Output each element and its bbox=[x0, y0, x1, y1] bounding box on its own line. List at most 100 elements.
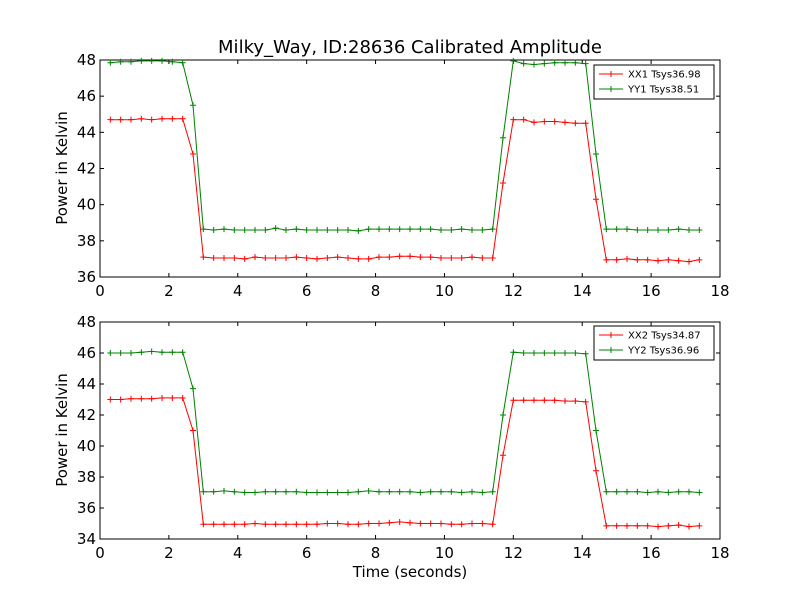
data-point bbox=[644, 522, 651, 529]
data-point bbox=[675, 522, 682, 529]
data-point bbox=[334, 489, 341, 496]
data-point bbox=[179, 115, 186, 122]
data-point bbox=[686, 523, 692, 530]
x-tick-label: 12 bbox=[504, 544, 523, 562]
data-point bbox=[675, 226, 682, 233]
data-point bbox=[179, 394, 186, 401]
data-point bbox=[675, 488, 682, 495]
series-line-xx bbox=[110, 118, 700, 263]
legend-marker bbox=[608, 347, 614, 353]
legend-frame bbox=[593, 64, 715, 100]
data-point bbox=[531, 397, 537, 404]
data-point bbox=[138, 57, 145, 64]
data-point bbox=[489, 255, 496, 262]
data-point bbox=[262, 521, 269, 528]
data-point bbox=[283, 488, 289, 495]
data-point bbox=[303, 255, 310, 262]
data-point bbox=[634, 256, 641, 263]
data-point bbox=[572, 120, 579, 127]
data-point bbox=[469, 520, 475, 527]
data-point bbox=[272, 255, 279, 262]
data-point bbox=[541, 60, 548, 67]
data-point bbox=[696, 256, 703, 263]
series-line-yy bbox=[110, 350, 700, 494]
data-point bbox=[200, 488, 207, 495]
data-point bbox=[200, 521, 207, 528]
data-point bbox=[438, 255, 444, 262]
data-point bbox=[500, 452, 506, 459]
data-point bbox=[262, 255, 269, 262]
data-point bbox=[241, 521, 248, 528]
data-point bbox=[231, 255, 238, 262]
data-point bbox=[159, 115, 165, 122]
data-point bbox=[190, 102, 196, 109]
data-point bbox=[376, 488, 382, 495]
y-tick-label: 48 bbox=[77, 313, 96, 331]
data-point bbox=[665, 522, 672, 529]
y-axis-ticks: 36 38 40 42 44 46 48 bbox=[77, 51, 720, 286]
series-markers bbox=[107, 115, 703, 265]
data-point bbox=[303, 521, 310, 528]
data-point bbox=[479, 226, 486, 233]
data-point bbox=[262, 226, 269, 233]
data-point bbox=[469, 254, 475, 261]
data-point bbox=[355, 255, 362, 262]
data-point bbox=[252, 489, 258, 496]
data-point bbox=[593, 151, 599, 158]
data-point bbox=[283, 521, 289, 528]
x-tick-label: 2 bbox=[164, 544, 174, 562]
data-point bbox=[448, 488, 455, 495]
data-point bbox=[469, 488, 475, 495]
y-tick-label: 38 bbox=[77, 468, 96, 486]
legend-label: XX2 Tsys34.87 bbox=[628, 331, 701, 342]
data-point bbox=[655, 257, 661, 264]
data-point bbox=[221, 226, 227, 233]
data-point bbox=[582, 120, 589, 127]
data-point bbox=[252, 254, 258, 261]
data-point bbox=[427, 488, 434, 495]
data-point bbox=[262, 488, 269, 495]
y-tick-label: 38 bbox=[77, 232, 96, 250]
y-tick-label: 36 bbox=[77, 268, 96, 286]
x-tick-label: 8 bbox=[371, 544, 381, 562]
data-point bbox=[283, 255, 289, 262]
data-point bbox=[655, 226, 661, 233]
data-point bbox=[417, 489, 424, 496]
y-tick-label: 44 bbox=[77, 375, 96, 393]
data-point bbox=[210, 226, 217, 233]
data-point bbox=[303, 489, 310, 496]
legend-marker bbox=[608, 86, 614, 92]
data-point bbox=[148, 348, 155, 355]
data-point bbox=[510, 57, 517, 64]
data-point bbox=[448, 521, 455, 528]
data-point bbox=[376, 254, 382, 261]
data-point bbox=[210, 255, 217, 262]
data-point bbox=[396, 253, 403, 260]
data-point bbox=[159, 394, 165, 401]
chart-title: Milky_Way, ID:28636 Calibrated Amplitude bbox=[218, 37, 602, 58]
data-point bbox=[107, 396, 114, 403]
series-markers bbox=[107, 394, 703, 530]
data-point bbox=[324, 255, 331, 262]
data-point bbox=[634, 226, 641, 233]
data-point bbox=[190, 385, 196, 392]
data-point bbox=[396, 518, 403, 525]
data-point bbox=[241, 255, 248, 262]
data-point bbox=[293, 226, 300, 233]
data-point bbox=[448, 255, 455, 262]
data-point bbox=[696, 226, 703, 233]
data-point bbox=[613, 522, 620, 529]
data-point bbox=[541, 397, 548, 404]
data-point bbox=[531, 61, 537, 68]
data-point bbox=[665, 226, 672, 233]
x-axis-ticks: 0 2 4 6 8 10 12 14 16 18 bbox=[95, 322, 730, 562]
data-point bbox=[407, 253, 413, 260]
data-point bbox=[562, 119, 568, 126]
data-point bbox=[334, 226, 341, 233]
data-point bbox=[179, 349, 186, 356]
data-point bbox=[438, 488, 444, 495]
data-point bbox=[562, 350, 568, 356]
data-point bbox=[303, 226, 310, 233]
